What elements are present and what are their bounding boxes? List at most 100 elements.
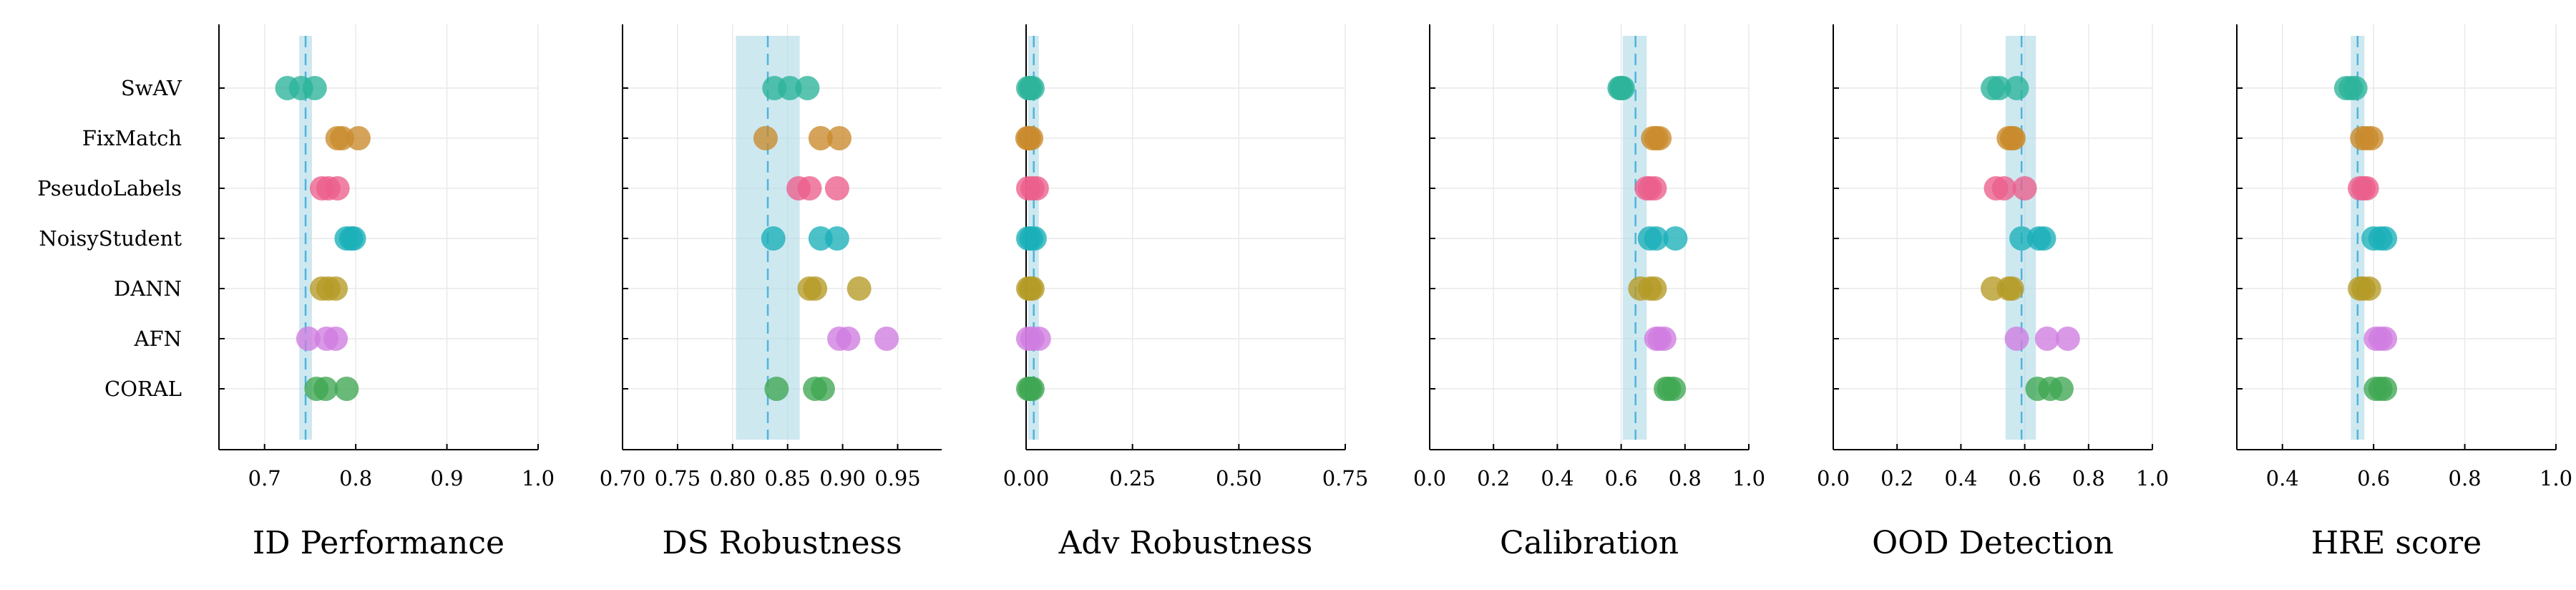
- x-tick-label: 0.50: [1216, 466, 1262, 490]
- data-point: [2001, 126, 2026, 150]
- panel-4: 0.0 0.2 0.4 0.6 0.8 1.0 Calibration: [1413, 24, 1765, 561]
- x-tick-label: 1.0: [522, 466, 555, 490]
- x-tick-label: 1.0: [1732, 466, 1765, 490]
- data-point: [2034, 327, 2059, 351]
- data-point: [1019, 126, 1044, 150]
- y-tick-label: SwAV: [121, 76, 182, 100]
- data-point: [1991, 176, 2016, 200]
- x-tick-label: 0.8: [2449, 466, 2482, 490]
- data-point: [341, 226, 366, 251]
- data-point: [2373, 377, 2398, 401]
- data-point: [2055, 327, 2080, 351]
- x-tick-label: 0.75: [1322, 466, 1369, 490]
- x-tick-label: 0.75: [655, 466, 701, 490]
- data-point: [2009, 226, 2034, 251]
- data-point: [2373, 327, 2398, 351]
- x-tick-label: 0.95: [874, 466, 921, 490]
- data-point: [346, 126, 371, 150]
- x-axis-label: DS Robustness: [662, 525, 902, 561]
- x-axis-label: OOD Detection: [1872, 525, 2114, 561]
- data-point: [836, 327, 861, 351]
- data-point: [2343, 76, 2368, 100]
- data-point: [1647, 126, 1672, 150]
- x-tick-label: 0.25: [1109, 466, 1156, 490]
- data-point: [795, 76, 820, 100]
- data-point: [803, 276, 828, 301]
- x-tick-label: 0.90: [819, 466, 866, 490]
- x-tick-label: 0.6: [1605, 466, 1638, 490]
- y-tick-label: NoisyStudent: [39, 226, 182, 251]
- x-axis-label: ID Performance: [253, 525, 504, 561]
- data-point: [1610, 76, 1635, 100]
- x-axis-label: Adv Robustness: [1058, 525, 1313, 561]
- data-point: [824, 226, 849, 251]
- x-tick-label: 0.4: [2266, 466, 2299, 490]
- data-point: [2012, 176, 2037, 200]
- x-tick-label: 0.9: [431, 466, 464, 490]
- x-tick-label: 0.8: [1669, 466, 1702, 490]
- data-point: [1026, 327, 1051, 351]
- x-tick-label: 0.2: [1880, 466, 1913, 490]
- data-point: [761, 226, 786, 251]
- data-point: [1662, 377, 1687, 401]
- data-point: [1642, 276, 1667, 301]
- data-point: [2356, 276, 2381, 301]
- data-point: [296, 327, 321, 351]
- data-point: [1642, 176, 1667, 200]
- data-point: [847, 276, 872, 301]
- x-axis-label: HRE score: [2311, 525, 2482, 561]
- x-tick-label: 0.2: [1477, 466, 1510, 490]
- data-point: [2354, 176, 2379, 200]
- x-tick-label: 0.4: [1541, 466, 1574, 490]
- data-point: [874, 327, 899, 351]
- data-point: [2373, 226, 2398, 251]
- y-tick-label: CORAL: [104, 377, 182, 401]
- data-point: [2049, 377, 2074, 401]
- x-axis-label: Calibration: [1500, 525, 1679, 561]
- x-tick-label: 0.80: [710, 466, 756, 490]
- data-point: [2358, 126, 2384, 150]
- y-tick-label: PseudoLabels: [37, 176, 182, 200]
- data-point: [1999, 276, 2024, 301]
- data-point: [1986, 76, 2011, 100]
- data-point: [808, 126, 833, 150]
- x-tick-label: 0.0: [1413, 466, 1446, 490]
- data-point: [810, 377, 835, 401]
- data-point: [323, 276, 348, 301]
- data-point: [1022, 226, 1047, 251]
- data-point: [764, 377, 789, 401]
- data-point: [334, 377, 359, 401]
- data-point: [2031, 226, 2057, 251]
- data-point: [753, 126, 778, 150]
- data-point: [1024, 176, 1049, 200]
- data-point: [826, 126, 852, 150]
- x-tick-label: 1.0: [2540, 466, 2572, 490]
- data-point: [1020, 276, 1045, 301]
- panel-3: 0.00 0.25 0.50 0.75 Adv Robustness: [1003, 24, 1369, 561]
- data-point: [777, 76, 802, 100]
- data-point: [313, 377, 338, 401]
- x-tick-label: 0.85: [764, 466, 811, 490]
- x-tick-label: 0.0: [1817, 466, 1850, 490]
- data-point: [824, 176, 849, 200]
- panel-6: 0.4 0.6 0.8 1.0 HRE score: [2236, 24, 2572, 561]
- x-tick-label: 0.7: [248, 466, 281, 490]
- data-point: [1663, 226, 1688, 251]
- data-point: [1652, 327, 1677, 351]
- panel-5: 0.0 0.2 0.4 0.6 0.8 1.0 OOD Detection: [1817, 24, 2169, 561]
- data-point: [302, 76, 327, 100]
- x-tick-label: 0.70: [600, 466, 646, 490]
- panel-2: 0.70 0.75 0.80 0.85 0.90 0.95 DS Robustness: [600, 24, 942, 561]
- y-tick-label: FixMatch: [82, 126, 182, 150]
- x-tick-label: 0.8: [339, 466, 372, 490]
- data-point: [1020, 76, 1045, 100]
- x-tick-label: 0.6: [2357, 466, 2390, 490]
- data-point: [323, 327, 348, 351]
- data-point: [1020, 377, 1045, 401]
- x-tick-label: 1.0: [2136, 466, 2169, 490]
- y-tick-label: AFN: [134, 327, 182, 351]
- data-point: [325, 176, 350, 200]
- data-point: [1644, 226, 1669, 251]
- x-tick-label: 0.00: [1003, 466, 1050, 490]
- data-point: [797, 176, 822, 200]
